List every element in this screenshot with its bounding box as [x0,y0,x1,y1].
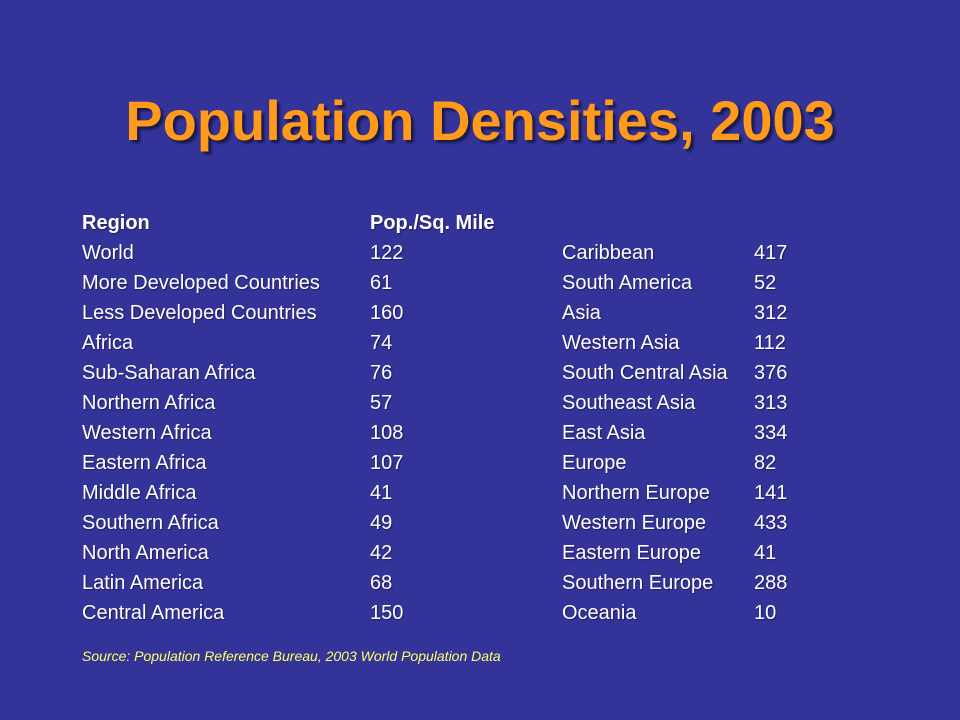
left-region-cell: North America [82,542,209,564]
left-region-cell: More Developed Countries [82,272,320,294]
left-region-cell: Southern Africa [82,512,219,534]
right-region-cell: Northern Europe [562,482,710,504]
right-region-cell: Oceania [562,602,637,624]
right-region-cell: Western Europe [562,512,707,534]
right-value-cell: 52 [754,272,777,294]
right-value-cell: 433 [754,512,788,534]
left-value-cell: 160 [370,302,404,324]
left-value-cell: 76 [370,362,393,384]
left-region-cell: Africa [82,332,134,354]
right-value-cell: 41 [754,542,777,564]
right-value-cell: 141 [754,482,788,504]
left-value-cell: 57 [370,392,393,414]
source-note: Source: Population Reference Bureau, 200… [82,648,501,664]
right-region-cell: Southern Europe [562,572,714,594]
right-region-cell: Western Asia [562,332,680,354]
left-region-cell: World [82,242,134,264]
right-value-cell: 334 [754,422,788,444]
left-region-cell: Middle Africa [82,482,197,504]
right-region-cell: South America [562,272,693,294]
right-value-cell: 112 [754,332,786,354]
right-region-cell: East Asia [562,422,646,444]
right-region-cell: Caribbean [562,242,655,264]
left-value-cell: 68 [370,572,393,594]
left-region-cell: Central America [82,602,225,624]
right-value-cell: 10 [754,602,777,624]
right-value-cell: 82 [754,452,777,474]
right-region-cell: South Central Asia [562,362,728,384]
header-region: Region [82,212,150,234]
left-value-cell: 49 [370,512,393,534]
header-density: Pop./Sq. Mile [370,212,495,234]
left-region-cell: Eastern Africa [82,452,207,474]
left-value-cell: 122 [370,242,404,264]
left-value-cell: 108 [370,422,404,444]
left-region-cell: Latin America [82,572,204,594]
left-value-cell: 41 [370,482,393,504]
left-value-cell: 61 [370,272,393,294]
right-value-cell: 313 [754,392,788,414]
left-value-cell: 74 [370,332,393,354]
right-region-cell: Southeast Asia [562,392,696,414]
right-value-cell: 288 [754,572,788,594]
right-region-cell: Asia [562,302,601,324]
right-region-cell: Europe [562,452,627,474]
left-value-cell: 42 [370,542,393,564]
slide-title: Population Densities, 2003 [125,89,835,152]
left-region-cell: Western Africa [82,422,212,444]
right-region-cell: Eastern Europe [562,542,701,564]
left-value-cell: 107 [370,452,404,474]
right-value-cell: 417 [754,242,788,264]
left-region-cell: Sub-Saharan Africa [82,362,256,384]
left-region-cell: Less Developed Countries [82,302,317,324]
right-value-cell: 376 [754,362,788,384]
left-value-cell: 150 [370,602,404,624]
left-region-cell: Northern Africa [82,392,216,414]
right-value-cell: 312 [754,302,788,324]
